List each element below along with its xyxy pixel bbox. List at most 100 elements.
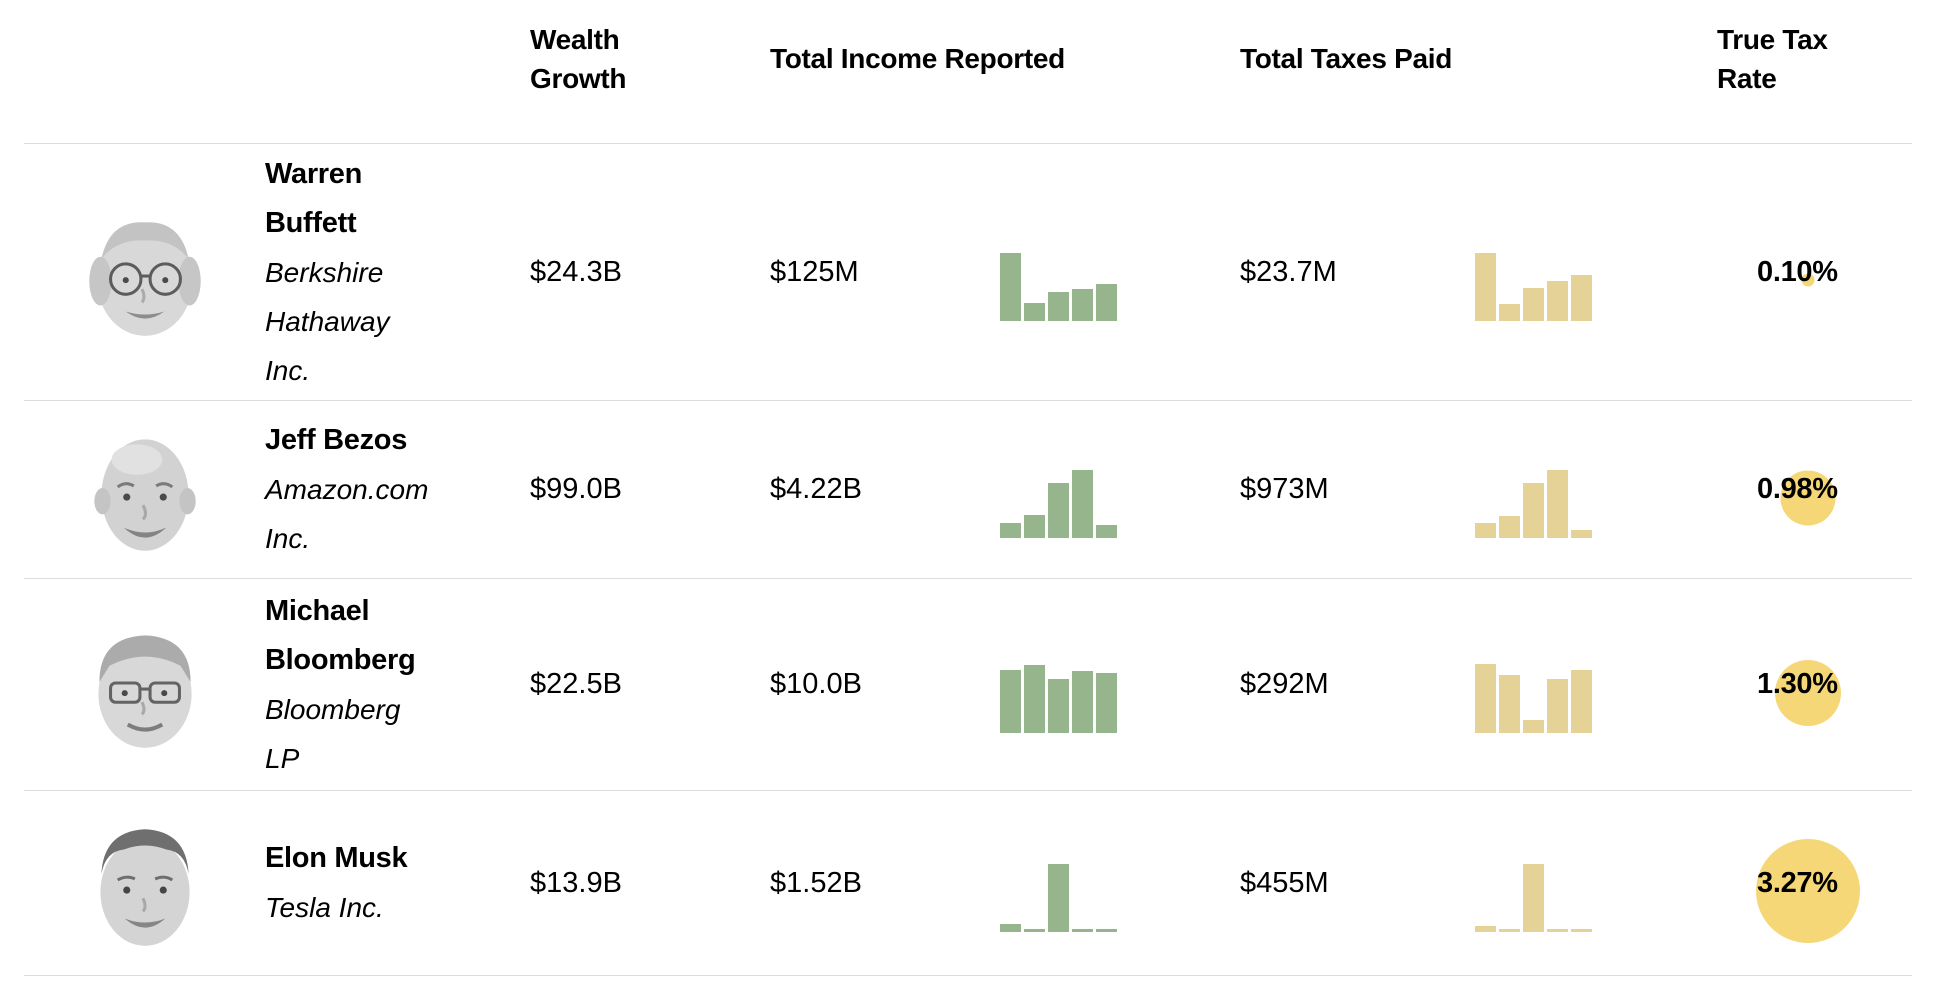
wealth-growth-value: $24.3B	[530, 255, 622, 288]
sparkline-bar	[1096, 283, 1117, 321]
tax-rate-circle	[1780, 470, 1836, 525]
sparkline-bar	[1096, 928, 1117, 932]
income-reported-value: $1.52B	[770, 866, 862, 899]
income-sparkline-chart	[1000, 238, 1240, 321]
sparkline-bar	[1072, 928, 1093, 932]
wealth-growth-value: $13.9B	[530, 866, 622, 899]
taxes-paid-value: $292M	[1240, 668, 1329, 700]
sparkline-bar	[1048, 679, 1069, 733]
sparkline-bar	[1523, 863, 1544, 932]
person-company: Berkshire Hathaway Inc.	[265, 256, 390, 386]
sparkline-bar	[1499, 516, 1520, 538]
sparkline-bar	[1523, 483, 1544, 538]
sparkline-bar	[1000, 670, 1021, 733]
sparkline-bar	[1048, 483, 1069, 538]
true-tax-rate-cell: 3.27%	[1717, 791, 1912, 975]
person-name: Jeff Bezos	[265, 424, 408, 456]
taxes-sparkline-chart	[1475, 650, 1717, 733]
taxes-sparkline-chart	[1475, 238, 1717, 321]
table-row-jeff-bezos: Jeff Bezos Amazon.com Inc. $99.0B $4.22B…	[24, 400, 1912, 578]
sparkline-bar	[1547, 280, 1568, 321]
tax-rate-circle	[1756, 839, 1860, 943]
sparkline-bar	[1072, 470, 1093, 538]
sparkline-bar	[1571, 274, 1592, 321]
sparkline-bar	[1547, 679, 1568, 733]
column-header-total-income: Total Income Reported	[770, 0, 1240, 143]
person-company: Tesla Inc.	[265, 892, 384, 923]
sparkline-bar	[1000, 923, 1021, 932]
column-header-wealth-growth: Wealth Growth	[530, 0, 770, 143]
person-name: Michael Bloomberg	[265, 594, 416, 676]
column-header-label: True Tax Rate	[1717, 23, 1828, 94]
taxes-sparkline-chart	[1475, 849, 1717, 932]
column-header-total-taxes: Total Taxes Paid	[1240, 0, 1717, 143]
sparkline-bar	[1072, 671, 1093, 733]
person-name: Warren Buffett	[265, 157, 363, 239]
column-header-label: Total Income Reported	[770, 43, 1065, 74]
sparkline-bar	[1499, 675, 1520, 733]
column-header-label: Total Taxes Paid	[1240, 43, 1453, 74]
sparkline-bar	[1000, 252, 1021, 321]
person-cell: Michael Bloomberg Bloomberg LP	[265, 587, 530, 783]
table-row-elon-musk: Elon Musk Tesla Inc. $13.9B $1.52B $455M…	[24, 790, 1912, 976]
sparkline-bar	[1571, 670, 1592, 733]
sparkline-bar	[1072, 288, 1093, 321]
sparkline-bar	[1475, 523, 1496, 538]
sparkline-bar	[1571, 928, 1592, 932]
portrait-michael-bloomberg	[24, 609, 265, 761]
table-row-warren-buffett: Warren Buffett Berkshire Hathaway Inc. $…	[24, 143, 1912, 400]
tax-rate-circle	[1801, 273, 1815, 287]
sparkline-bar	[1523, 287, 1544, 321]
wealth-growth-value: $99.0B	[530, 473, 622, 505]
person-company: Amazon.com Inc.	[265, 474, 429, 554]
sparkline-bar	[1048, 291, 1069, 321]
true-tax-rate-cell: 0.98%	[1717, 401, 1912, 578]
sparkline-bar	[1475, 664, 1496, 733]
column-header-true-tax-rate: True Tax Rate	[1717, 0, 1912, 143]
person-cell: Jeff Bezos Amazon.com Inc.	[265, 416, 530, 563]
sparkline-bar	[1096, 525, 1117, 538]
true-tax-rate-cell: 0.10%	[1717, 144, 1912, 400]
portrait-photo-icon	[88, 222, 201, 336]
person-cell: Elon Musk Tesla Inc.	[265, 834, 530, 932]
portrait-elon-musk	[24, 807, 265, 959]
person-cell: Warren Buffett Berkshire Hathaway Inc.	[265, 150, 530, 395]
income-sparkline-chart	[1000, 455, 1240, 538]
income-reported-value: $10.0B	[770, 668, 862, 700]
table-header: Wealth Growth Total Income Reported Tota…	[24, 0, 1912, 143]
person-name: Elon Musk	[265, 842, 408, 874]
sparkline-bar	[1547, 928, 1568, 932]
true-tax-rate-cell: 1.30%	[1717, 579, 1912, 790]
true-tax-rate-value: 0.10%	[1757, 255, 1838, 288]
sparkline-bar	[1475, 925, 1496, 932]
income-sparkline-chart	[1000, 650, 1240, 733]
taxes-paid-value: $973M	[1240, 473, 1329, 505]
portrait-photo-icon	[93, 438, 196, 551]
tax-rate-circle	[1775, 659, 1841, 726]
person-company: Bloomberg LP	[265, 693, 401, 774]
sparkline-bar	[1547, 470, 1568, 538]
true-tax-rate-value: 0.98%	[1757, 473, 1838, 505]
column-header-label: Wealth Growth	[530, 23, 627, 94]
sparkline-bar	[1024, 302, 1045, 321]
sparkline-bar	[1475, 252, 1496, 321]
taxes-paid-value: $455M	[1240, 866, 1329, 899]
sparkline-bar	[1096, 673, 1117, 733]
taxes-paid-value: $23.7M	[1240, 255, 1337, 288]
sparkline-bar	[1048, 863, 1069, 932]
sparkline-bar	[1024, 665, 1045, 733]
sparkline-bar	[1499, 928, 1520, 932]
wealth-growth-value: $22.5B	[530, 668, 622, 700]
true-tax-rate-value: 3.27%	[1757, 866, 1838, 899]
portrait-photo-icon	[97, 634, 192, 748]
true-tax-rate-value: 1.30%	[1757, 668, 1838, 700]
table-row-michael-bloomberg: Michael Bloomberg Bloomberg LP $22.5B $1…	[24, 578, 1912, 790]
sparkline-bar	[1571, 530, 1592, 538]
income-sparkline-chart	[1000, 849, 1240, 932]
portrait-photo-icon	[99, 829, 190, 946]
sparkline-bar	[1024, 928, 1045, 932]
portrait-jeff-bezos	[24, 414, 265, 566]
portrait-warren-buffett	[24, 196, 265, 348]
billionaire-tax-table: Wealth Growth Total Income Reported Tota…	[24, 0, 1912, 976]
income-reported-value: $125M	[770, 255, 859, 288]
